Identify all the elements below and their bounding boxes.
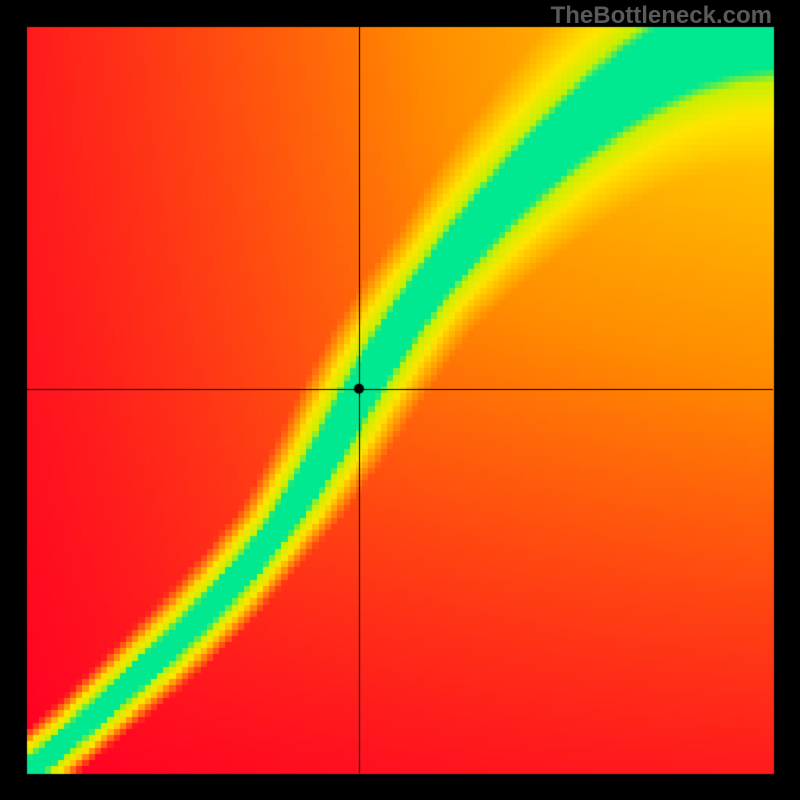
watermark-text: TheBottleneck.com bbox=[551, 2, 772, 30]
bottleneck-heatmap bbox=[0, 0, 800, 800]
